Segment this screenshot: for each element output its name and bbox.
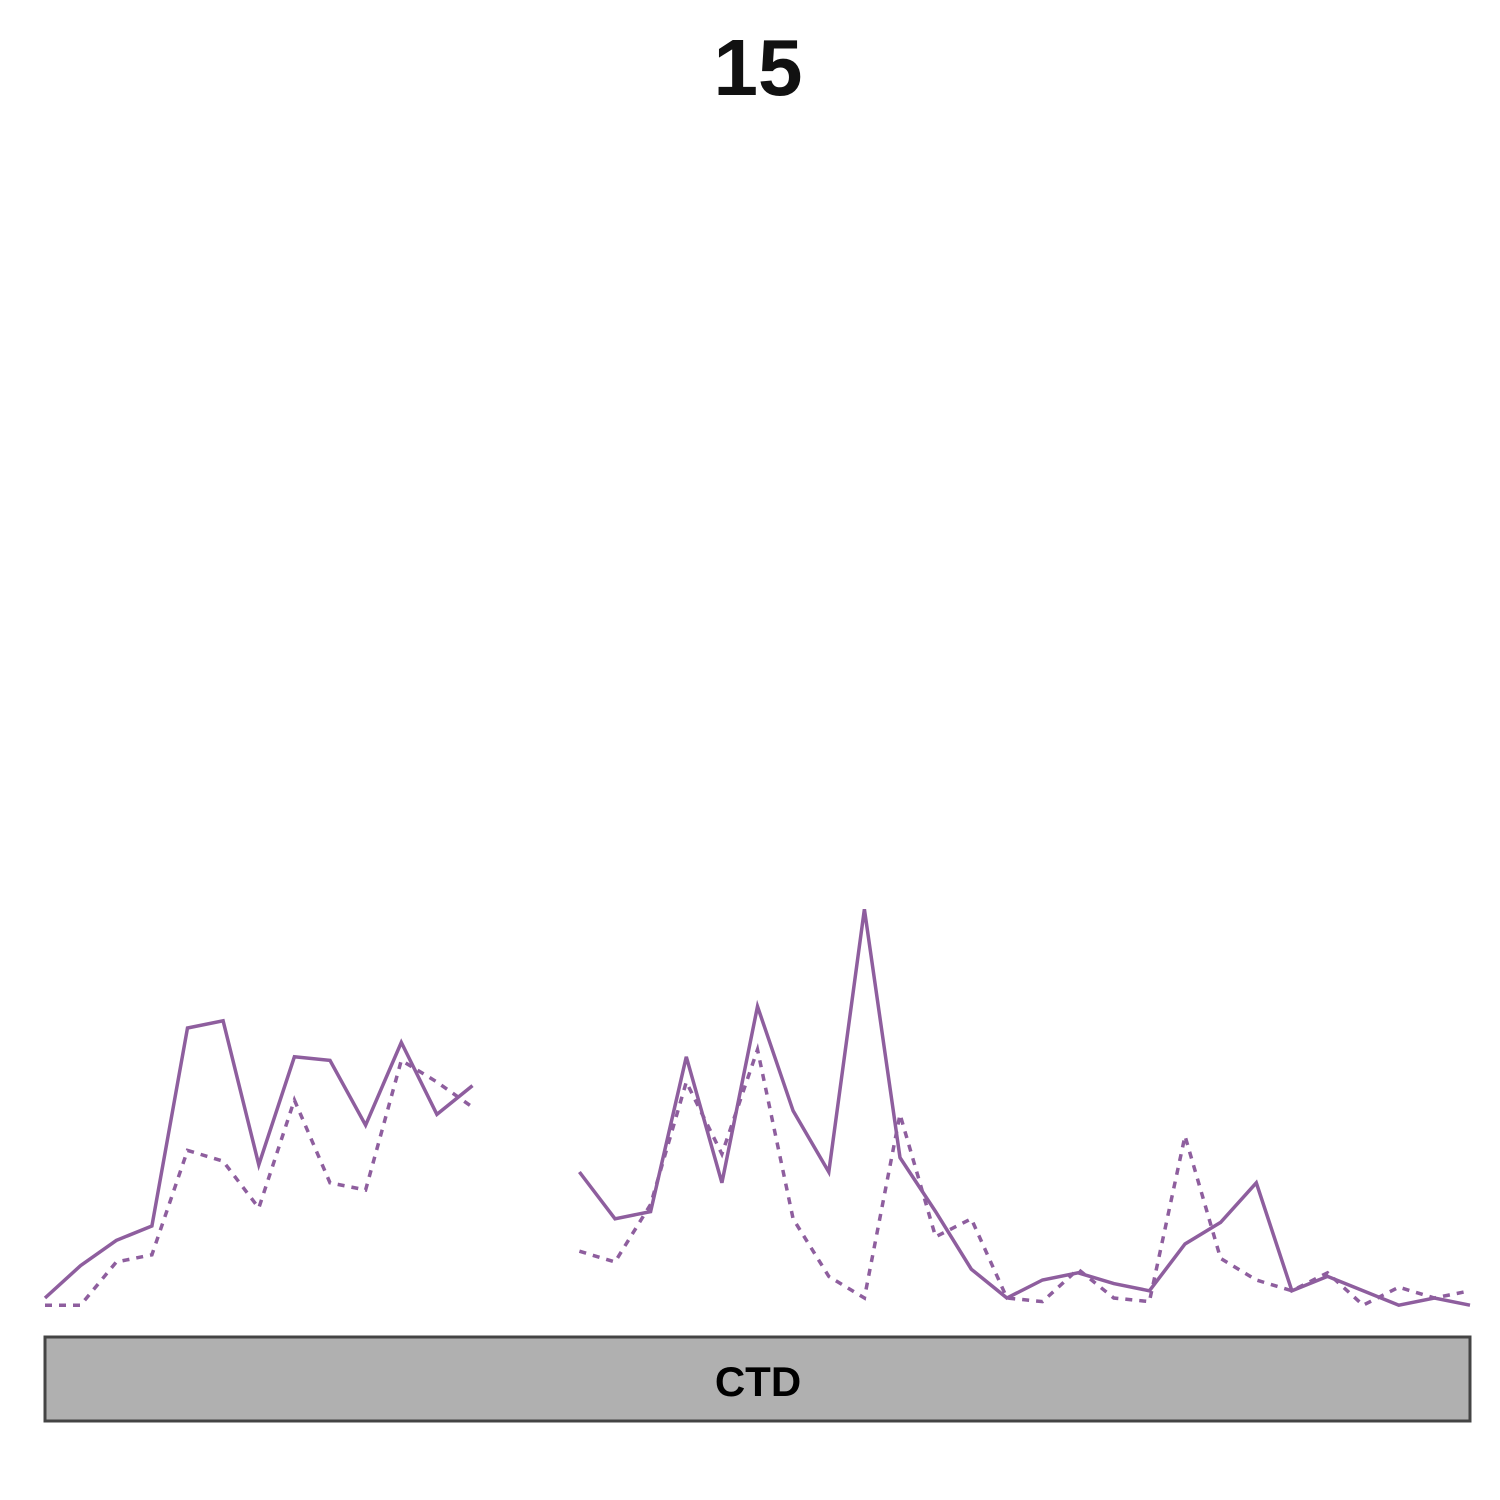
plot-area [43,908,1471,1308]
domain-bar [43,1335,1472,1423]
series-1-solid-line-segment-1 [43,1018,474,1300]
domain-label: CTD [715,1358,801,1405]
chart-title: 15 [714,23,803,112]
series-2-dotted-line-segment-1 [45,1057,474,1307]
series-2-dotted-line-segment-2 [578,1043,1471,1308]
series-1-solid-line-segment-2 [578,908,1471,1308]
